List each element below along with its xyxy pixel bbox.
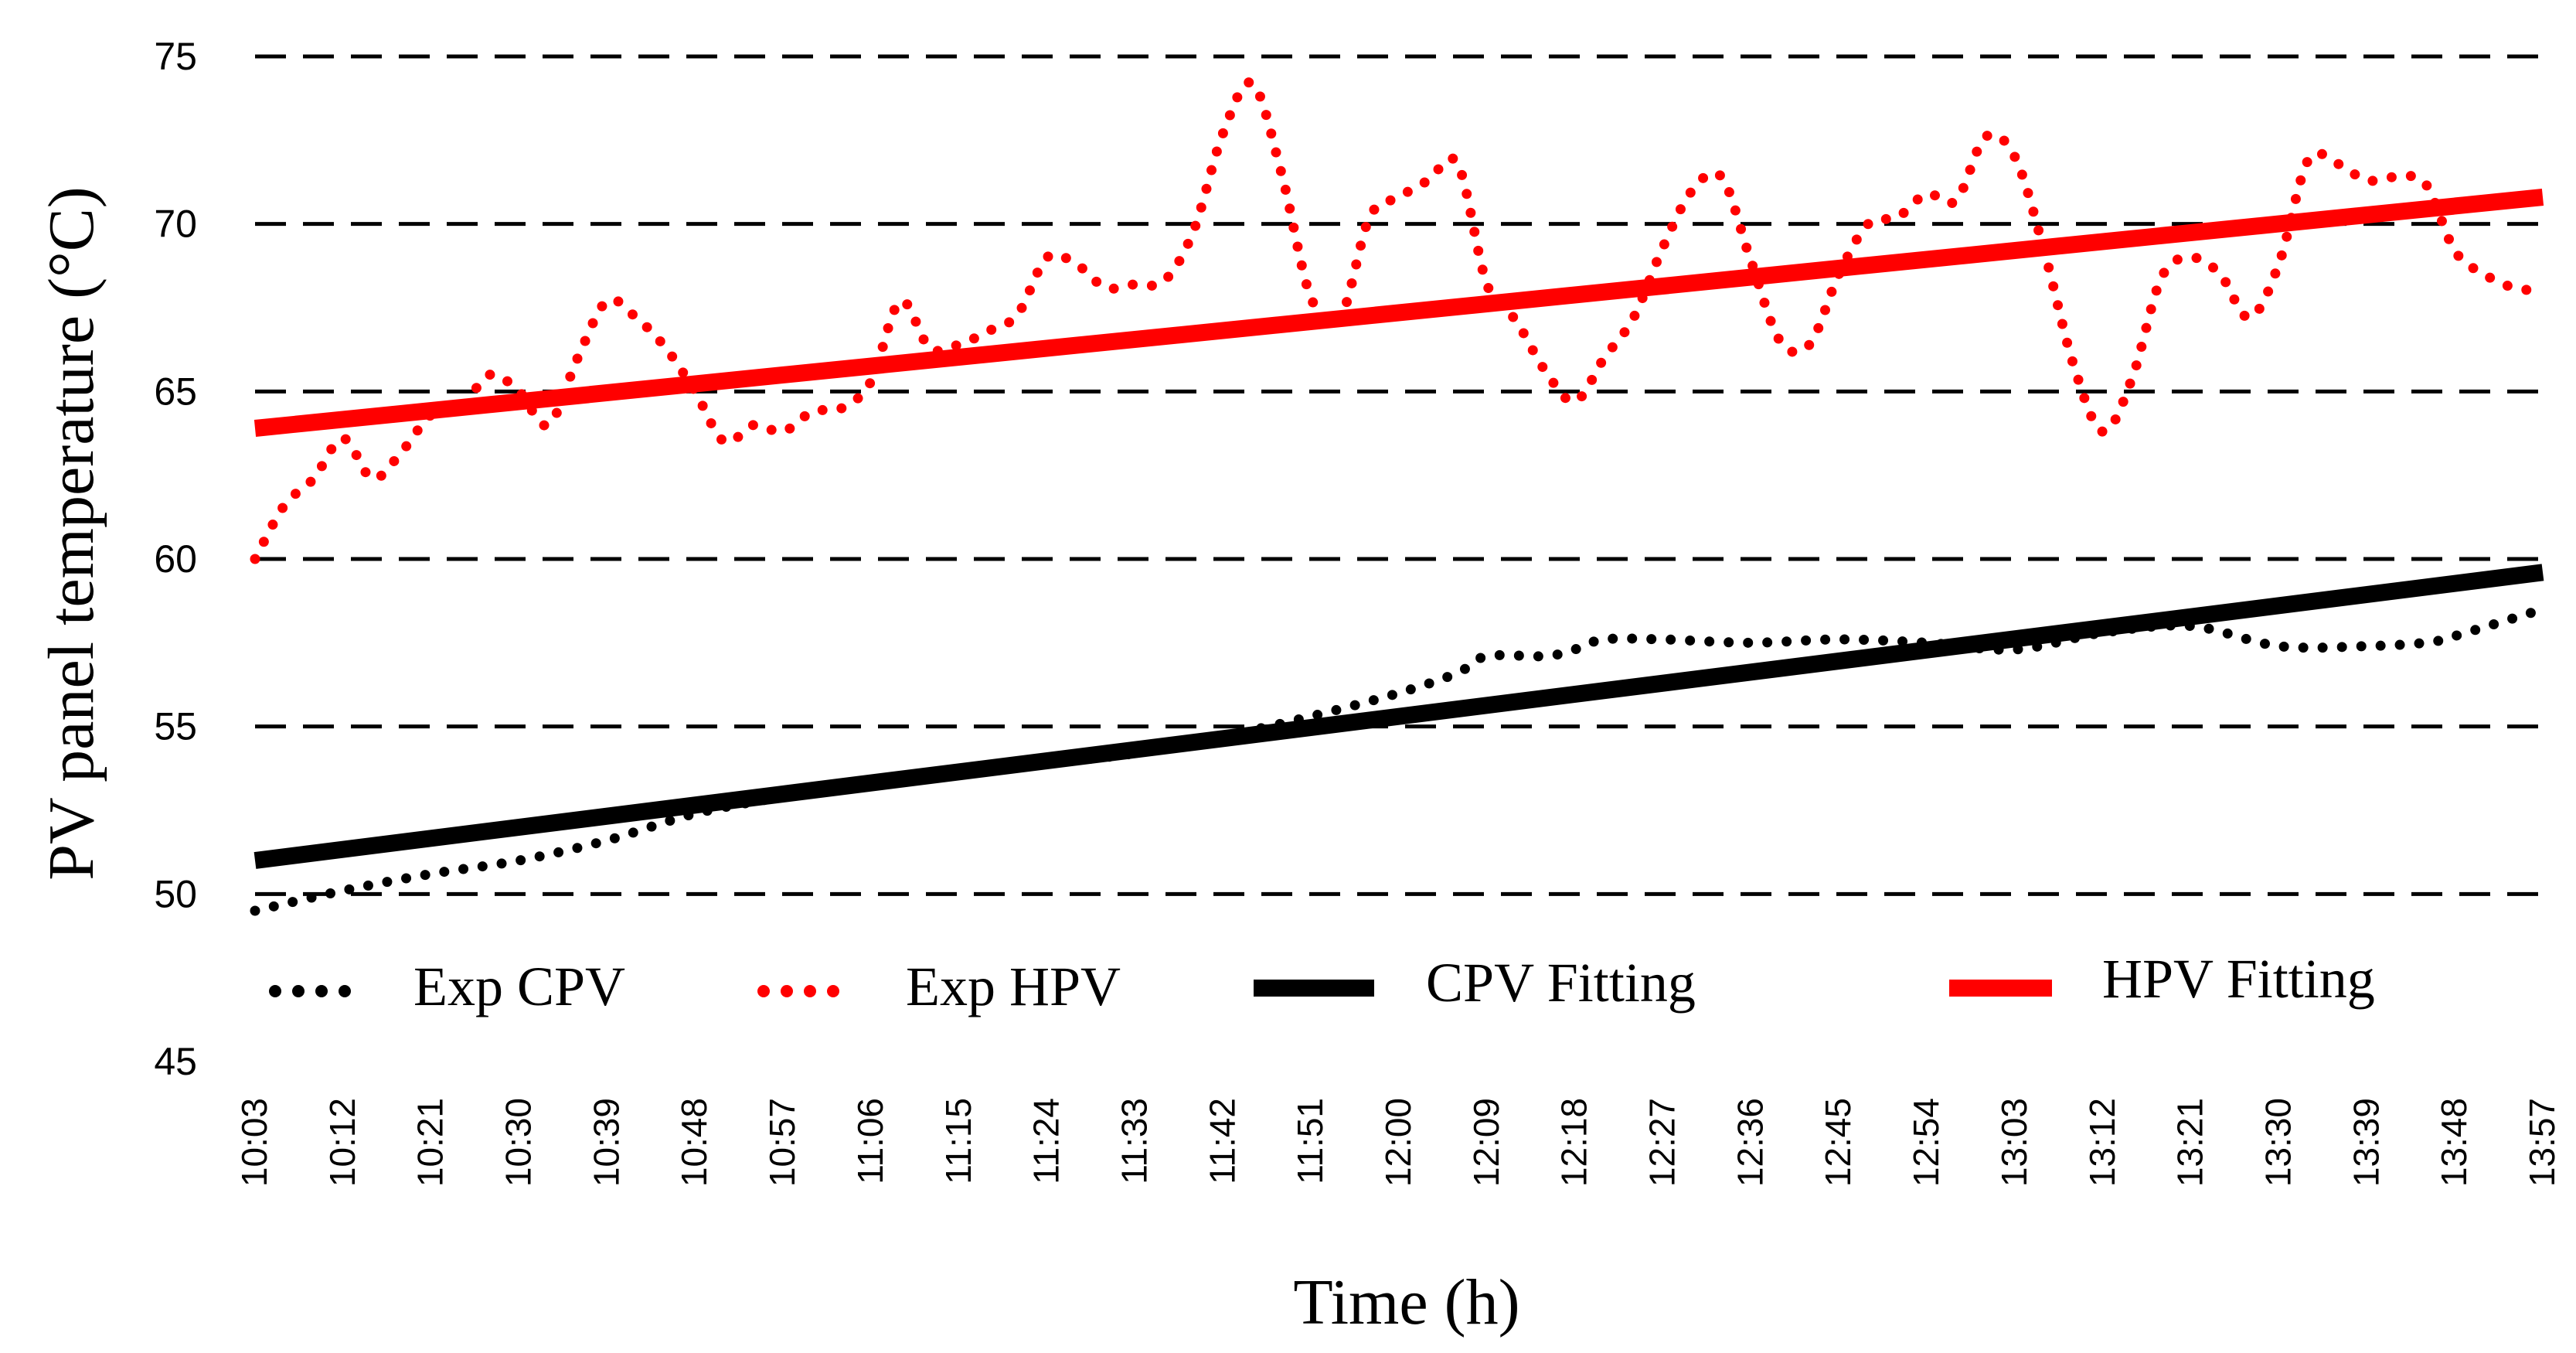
x-tick-label-1057: 10:57 (762, 1098, 802, 1187)
x-tick-label-1330: 13:30 (2258, 1098, 2298, 1187)
x-tick-label-1254: 12:54 (1906, 1098, 1946, 1187)
x-tick-label-1003: 10:03 (234, 1098, 274, 1187)
x-tick-label-1209: 12:09 (1466, 1098, 1506, 1187)
y-tick-label-55: 55 (154, 705, 197, 748)
x-tick-label-1339: 13:39 (2346, 1098, 2386, 1187)
y-tick-label-65: 65 (154, 370, 197, 413)
x-tick-label-1218: 12:18 (1554, 1098, 1594, 1187)
x-tick-label-1124: 11:24 (1026, 1098, 1067, 1184)
series-layer (250, 77, 2548, 916)
x-tick-label-1312: 13:12 (2082, 1098, 2122, 1187)
x-tick-label-1236: 12:36 (1730, 1098, 1770, 1187)
x-tick-label-1012: 10:12 (322, 1098, 362, 1187)
x-tick-label-1321: 13:21 (2170, 1098, 2210, 1187)
x-tick-label-1039: 10:39 (586, 1098, 626, 1187)
x-axis-ticks: 10:03 10:12 10:21 10:30 10:39 10:48 10:57 11:06… (234, 1098, 2562, 1187)
x-axis-title: Time (h) (1293, 1266, 1519, 1338)
x-tick-label-1245: 12:45 (1818, 1098, 1858, 1187)
x-tick-label-1142: 11:42 (1202, 1098, 1242, 1184)
legend: Exp CPV Exp HPV CPV Fitting HPV Fitting (269, 948, 2375, 1017)
x-tick-label-1106: 11:06 (850, 1098, 890, 1184)
series-line-exp-hpv (250, 77, 2548, 564)
series-line-cpv-fitting (254, 564, 2544, 869)
x-tick-label-1357: 13:57 (2522, 1098, 2562, 1187)
x-tick-label-1048: 10:48 (674, 1098, 714, 1187)
x-tick-label-1115: 11:15 (938, 1098, 978, 1184)
series-line-exp-cpv (250, 604, 2548, 916)
x-tick-label-1151: 11:51 (1290, 1098, 1330, 1184)
x-tick-label-1133: 11:33 (1114, 1098, 1154, 1184)
x-tick-label-1021: 10:21 (410, 1098, 451, 1187)
x-tick-label-1303: 13:03 (1994, 1098, 2034, 1187)
x-tick-label-1030: 10:30 (499, 1098, 539, 1187)
y-axis-title: PV panel temperature (°C) (36, 186, 107, 880)
y-tick-label-75: 75 (154, 35, 197, 78)
legend-label-cpv-fitting: CPV Fitting (1426, 952, 1696, 1014)
y-tick-label-50: 50 (154, 872, 197, 915)
x-tick-label-1227: 12:27 (1642, 1098, 1683, 1187)
y-tick-label-45: 45 (154, 1040, 197, 1083)
x-tick-label-1348: 13:48 (2434, 1098, 2474, 1187)
x-tick-label-1200: 12:00 (1378, 1098, 1418, 1187)
legend-label-hpv-fitting: HPV Fitting (2102, 948, 2375, 1010)
y-tick-label-70: 70 (154, 203, 197, 246)
legend-label-exp-cpv: Exp CPV (413, 956, 625, 1017)
y-tick-label-60: 60 (154, 537, 197, 581)
y-axis-ticks: 45 50 55 60 65 70 75 (154, 35, 197, 1083)
gridlines (255, 54, 2543, 896)
series-line-hpv-fitting (254, 189, 2544, 437)
legend-label-exp-hpv: Exp HPV (906, 956, 1121, 1017)
